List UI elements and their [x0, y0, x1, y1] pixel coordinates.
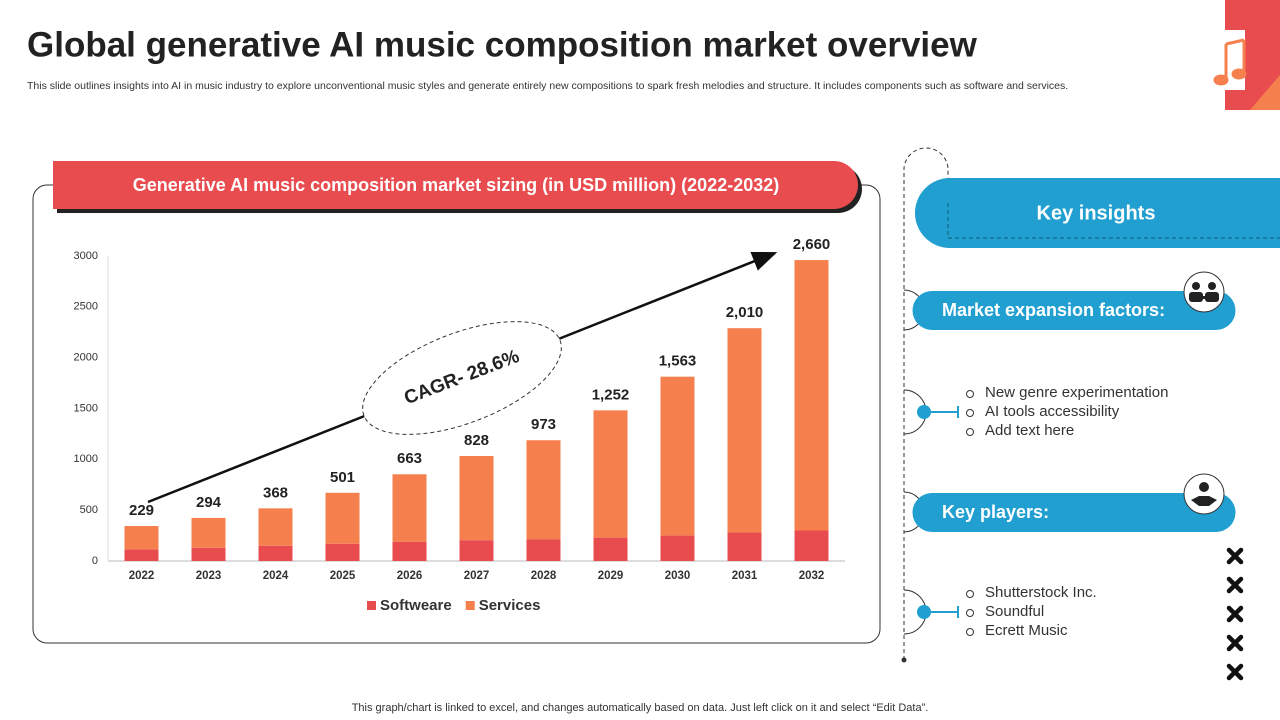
bar-segment	[258, 508, 293, 546]
bar-segment	[124, 549, 159, 561]
list-item: Add text here	[985, 422, 1074, 439]
legend-label: Services	[479, 597, 541, 614]
x-tick-label: 2022	[129, 570, 155, 582]
bar-segment	[526, 440, 561, 540]
y-tick-label: 3000	[74, 250, 98, 262]
list-item: Shutterstock Inc.	[985, 584, 1097, 601]
section-market: Market expansion factors: New genre expe…	[903, 271, 1236, 439]
chart-banner	[53, 161, 858, 209]
list-item: Soundful	[985, 603, 1044, 620]
legend-swatch	[367, 601, 376, 610]
cagr-bubble	[362, 321, 562, 435]
section-players: Key players: Shutterstock Inc. Soundful …	[903, 473, 1236, 639]
bar-segment	[593, 410, 628, 538]
data-label: 368	[263, 484, 288, 501]
y-tick-label: 1000	[74, 453, 98, 465]
bar-segment	[459, 455, 494, 541]
list-item: Ecrett Music	[985, 622, 1068, 639]
timeline-end	[901, 657, 907, 663]
x-tick-label: 2024	[263, 570, 289, 582]
data-label: 294	[196, 494, 222, 511]
footer-note: This graph/chart is linked to excel, and…	[352, 702, 929, 714]
bar-segment	[593, 537, 628, 561]
x-tick-label: 2030	[665, 570, 691, 582]
cross-decor	[1226, 547, 1244, 681]
y-tick-label: 500	[80, 504, 98, 516]
bar-segment	[191, 517, 226, 548]
data-label: 663	[397, 450, 422, 467]
data-label: 2,010	[726, 304, 764, 321]
timeline	[903, 147, 1280, 660]
chart-title: Generative AI music composition market s…	[133, 175, 780, 195]
y-tick-label: 1500	[74, 402, 98, 414]
plot: 0 500 1000 1500 2000 2500 3000 2022 229 2023 294 20…	[74, 236, 845, 614]
x-tick-label: 2023	[196, 570, 222, 582]
bar-segment	[794, 260, 829, 531]
bar-segment	[325, 543, 360, 561]
y-tick-label: 2500	[74, 301, 98, 313]
bar-segment	[526, 539, 561, 561]
x-tick-label: 2028	[531, 570, 557, 582]
legend-swatch	[465, 601, 475, 610]
x-tick-label: 2032	[799, 570, 825, 582]
bar-segment	[660, 376, 695, 536]
data-label: 501	[330, 469, 355, 486]
bar-segment	[727, 328, 762, 533]
bar-segment	[794, 530, 829, 561]
music-icon	[1195, 30, 1247, 90]
bar-segment	[392, 541, 427, 561]
page-title: Global generative AI music composition m…	[27, 25, 978, 64]
insights-dash	[947, 203, 1280, 239]
x-tick-label: 2026	[397, 570, 423, 582]
data-label: 1,252	[592, 386, 630, 403]
x-tick-label: 2025	[330, 570, 356, 582]
x-tick-label: 2029	[598, 570, 624, 582]
data-label: 828	[464, 432, 489, 449]
section-heading: Market expansion factors:	[942, 300, 1165, 320]
bar-segment	[325, 492, 360, 544]
data-label: 2,660	[793, 236, 831, 253]
bar-segment	[660, 535, 695, 561]
data-label: 973	[531, 416, 556, 433]
y-tick-label: 2000	[74, 352, 98, 364]
bar-segment	[191, 547, 226, 561]
bar-segment	[392, 474, 427, 542]
bar-segment	[258, 545, 293, 561]
insights-header	[915, 178, 1280, 248]
section-heading: Key players:	[942, 502, 1049, 522]
bar-segment	[459, 540, 494, 561]
insights-title: Key insights	[1037, 202, 1156, 224]
list-item: AI tools accessibility	[985, 403, 1120, 420]
x-tick-label: 2031	[732, 570, 758, 582]
list-item: New genre experimentation	[985, 384, 1168, 401]
x-tick-label: 2027	[464, 570, 490, 582]
data-label: 229	[129, 502, 154, 519]
data-label: 1,563	[659, 353, 697, 370]
page-subtitle: This slide outlines insights into AI in …	[27, 80, 1068, 92]
legend-label: Softweare	[380, 597, 452, 614]
bar-segment	[727, 532, 762, 561]
bar-segment	[124, 526, 159, 550]
y-tick-label: 0	[92, 555, 98, 567]
